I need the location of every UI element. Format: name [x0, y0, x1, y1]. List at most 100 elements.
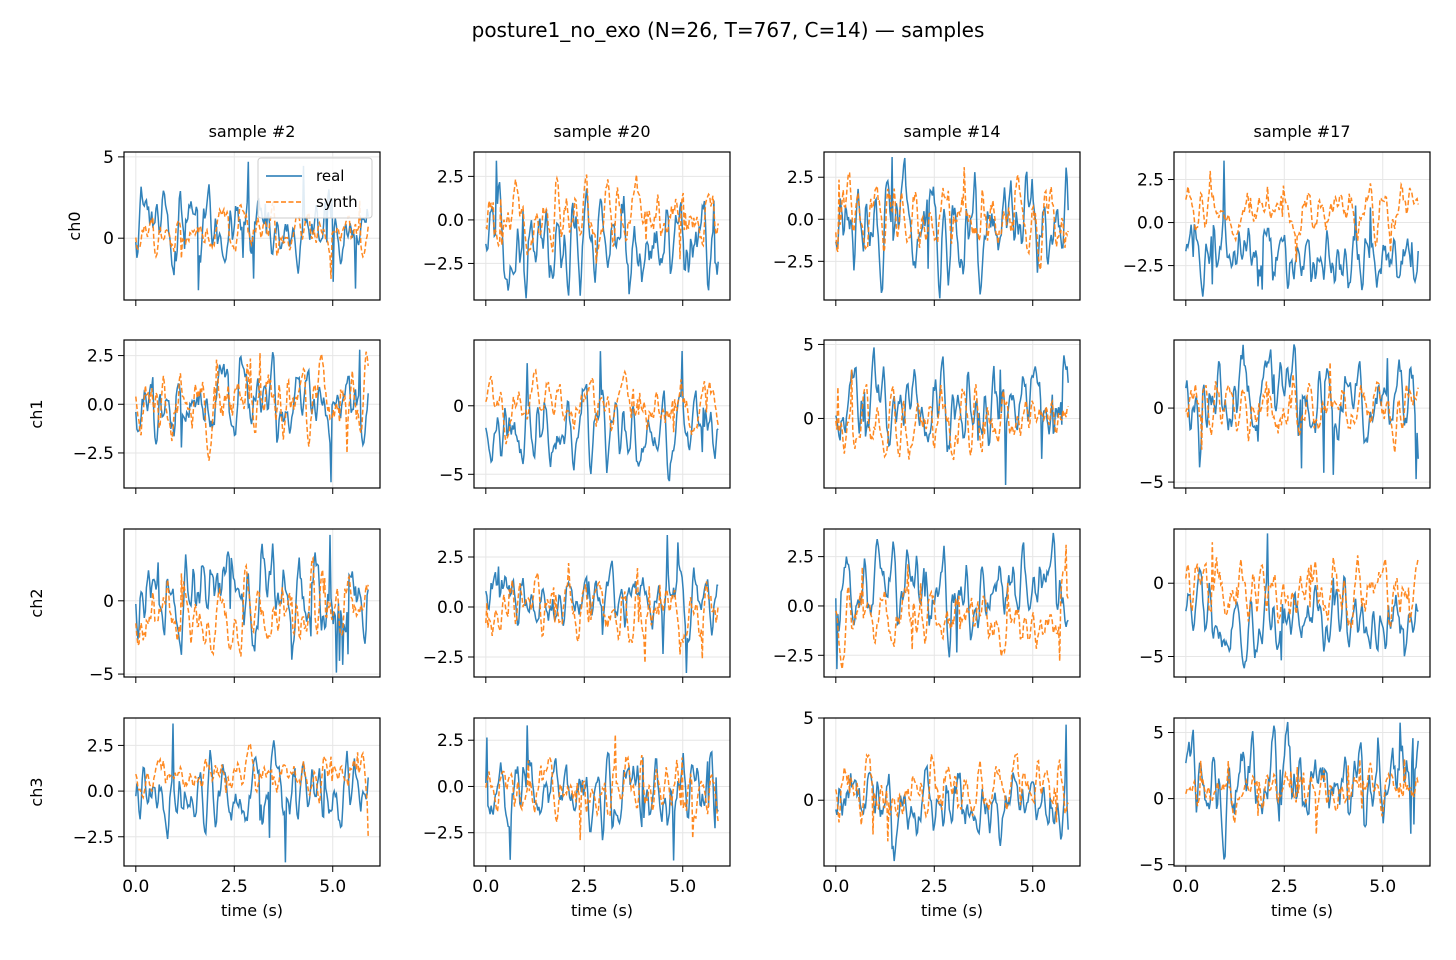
y-tick-label: 0 — [803, 409, 814, 429]
y-tick-label: −5 — [1139, 473, 1164, 493]
series-line-synth — [1185, 758, 1419, 835]
column-title: sample #2 — [209, 122, 296, 141]
series-line-real — [835, 347, 1069, 486]
y-tick-label: −2.5 — [1123, 257, 1164, 277]
panel-r1-c1: −5 0 — [439, 339, 731, 494]
y-tick-label: 5 — [803, 709, 814, 729]
x-tick-label: 2.5 — [571, 877, 598, 897]
y-tick-label: 0.0 — [787, 597, 814, 617]
series-line-synth — [135, 555, 369, 657]
y-tick-label: 0.0 — [87, 395, 114, 415]
x-axis-label: time (s) — [1271, 901, 1333, 920]
panel-r0-c0: 0 5 sample #2 ch0 real synth — [65, 122, 381, 306]
series-line-real — [485, 350, 719, 482]
y-tick-label: −5 — [1139, 647, 1164, 667]
axes-frame — [123, 717, 381, 867]
panel-r2-c0: −5 0 ch2 — [27, 528, 381, 685]
x-tick-label: 0.0 — [1172, 877, 1199, 897]
series-line-synth — [485, 734, 719, 841]
column-title: sample #20 — [553, 122, 650, 141]
x-axis-label: time (s) — [571, 901, 633, 920]
axes-frame — [823, 339, 1081, 489]
axes-frame — [123, 151, 381, 301]
series-line-synth — [485, 174, 719, 264]
panel-r0-c3: −2.5 0.0 2.5 sample #17 — [1123, 122, 1431, 306]
x-axis-label: time (s) — [221, 901, 283, 920]
series-line-synth — [485, 562, 719, 664]
y-tick-label: 5 — [803, 335, 814, 355]
series-line-synth — [835, 167, 1069, 270]
legend-label-real: real — [316, 167, 344, 185]
y-tick-label: −2.5 — [423, 824, 464, 844]
y-tick-label: −5 — [439, 465, 464, 485]
y-tick-label: −2.5 — [423, 648, 464, 668]
y-tick-label: 0 — [1153, 399, 1164, 419]
y-tick-label: −5 — [1139, 856, 1164, 876]
y-tick-label: 2.5 — [1137, 171, 1164, 191]
x-tick-label: 2.5 — [921, 877, 948, 897]
y-tick-label: 2.5 — [787, 548, 814, 568]
row-label: ch3 — [27, 777, 46, 806]
y-tick-label: 2.5 — [437, 167, 464, 187]
axes-frame — [473, 528, 731, 678]
series-line-synth — [835, 369, 1069, 461]
axes-frame — [1173, 339, 1431, 489]
axes-frame — [473, 339, 731, 489]
panel-r2-c1: −2.5 0.0 2.5 — [423, 528, 731, 683]
x-tick-label: 0.0 — [122, 877, 149, 897]
y-tick-label: 5 — [103, 148, 114, 168]
y-tick-label: −2.5 — [773, 646, 814, 666]
axes-frame — [823, 528, 1081, 678]
panel-r0-c2: −2.5 0.0 2.5 sample #14 — [773, 122, 1081, 306]
series-line-synth — [835, 752, 1069, 842]
panel-r2-c3: −5 0 — [1139, 528, 1431, 683]
y-tick-label: 0.0 — [437, 777, 464, 797]
axes-frame — [1173, 151, 1431, 301]
row-label: ch0 — [65, 211, 84, 240]
series-line-synth — [135, 200, 369, 279]
y-tick-label: 2.5 — [787, 168, 814, 188]
y-tick-label: 2.5 — [87, 736, 114, 756]
legend-box — [257, 157, 373, 219]
x-tick-label: 5.0 — [1369, 877, 1396, 897]
series-line-synth — [485, 368, 719, 445]
axes-frame — [473, 717, 731, 867]
row-label: ch1 — [27, 399, 46, 428]
legend-label-synth: synth — [316, 193, 358, 211]
y-tick-label: 2.5 — [87, 347, 114, 367]
panel-r0-c1: −2.5 0.0 2.5 sample #20 — [423, 122, 731, 306]
y-tick-label: 0.0 — [437, 211, 464, 231]
series-line-synth — [1185, 542, 1419, 630]
y-tick-label: −2.5 — [423, 254, 464, 274]
panel-r1-c0: −2.5 0.0 2.5 ch1 — [27, 339, 381, 494]
y-tick-label: 0.0 — [87, 782, 114, 802]
series-line-real — [835, 532, 1069, 670]
panel-r1-c2: 05 — [803, 335, 1081, 494]
column-title: sample #14 — [903, 122, 1000, 141]
x-tick-label: 5.0 — [1019, 877, 1046, 897]
y-tick-label: 0 — [1153, 790, 1164, 810]
series-line-real — [1185, 533, 1419, 669]
series-line-synth — [835, 544, 1069, 670]
axes-frame — [823, 717, 1081, 867]
legend: real synth — [257, 157, 373, 219]
axes-frame — [123, 339, 381, 489]
y-tick-label: 2.5 — [437, 548, 464, 568]
y-tick-label: 0 — [453, 397, 464, 417]
series-line-synth — [135, 351, 369, 461]
y-tick-label: 0 — [1153, 574, 1164, 594]
y-tick-label: 0.0 — [437, 598, 464, 618]
x-tick-label: 2.5 — [221, 877, 248, 897]
panel-r2-c2: −2.5 0.0 2.5 — [773, 528, 1081, 683]
y-tick-label: −2.5 — [73, 828, 114, 848]
y-tick-label: 0.0 — [787, 210, 814, 230]
x-tick-label: 0.0 — [472, 877, 499, 897]
series-line-real — [1185, 160, 1419, 297]
y-tick-label: −2.5 — [73, 444, 114, 464]
series-line-real — [835, 156, 1069, 299]
y-tick-label: 2.5 — [437, 731, 464, 751]
x-tick-label: 0.0 — [822, 877, 849, 897]
figure-title: posture1_no_exo (N=26, T=767, C=14) — sa… — [472, 18, 985, 42]
